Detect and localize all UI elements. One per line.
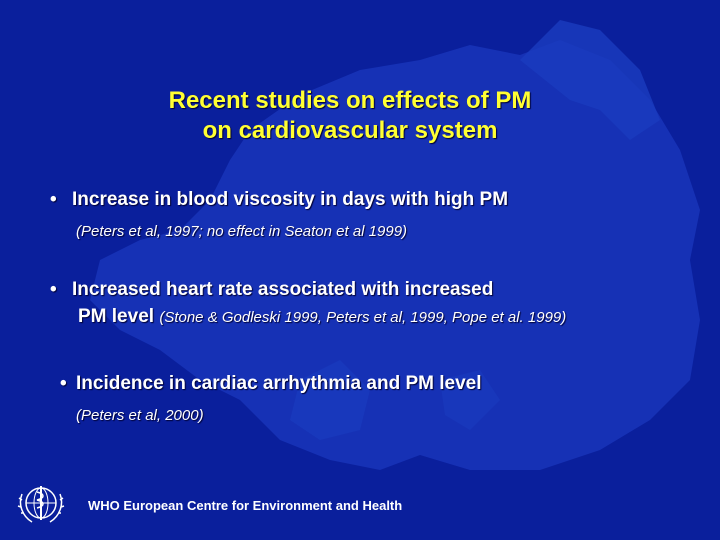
bullet-1-text: Increase in blood viscosity in days with… — [72, 189, 509, 210]
bullet-3-citation: (Peters et al, 2000) — [76, 407, 204, 424]
bullet-1: • Increase in blood viscosity in days wit… — [50, 186, 508, 213]
bullet-1-citation: (Peters et al, 1997; no effect in Seaton… — [76, 223, 408, 240]
bullet-dot: • — [50, 279, 57, 300]
bullet-dot: • — [60, 373, 67, 394]
bullet-2-citation: (Stone & Godleski 1999, Peters et al, 19… — [159, 309, 567, 326]
bullet-2-text-line-2: PM level — [78, 306, 155, 327]
bullet-dot: • — [50, 189, 57, 210]
bullet-3-text: Incidence in cardiac arrhythmia and PM l… — [76, 373, 482, 394]
bullet-3: • Incidence in cardiac arrhythmia and PM … — [60, 370, 482, 397]
who-emblem-icon — [17, 486, 65, 523]
footer-text: WHO European Centre for Environment and … — [88, 498, 403, 513]
bullet-2-text-line-1: Increased heart rate associated with inc… — [72, 279, 494, 300]
title-line-1: Recent studies on effects of PM — [168, 87, 532, 114]
bullet-2: • Increased heart rate associated with in… — [50, 276, 566, 331]
slide-title: Recent studies on effects of PM on cardi… — [0, 86, 700, 146]
title-line-2: on cardiovascular system — [202, 117, 498, 144]
